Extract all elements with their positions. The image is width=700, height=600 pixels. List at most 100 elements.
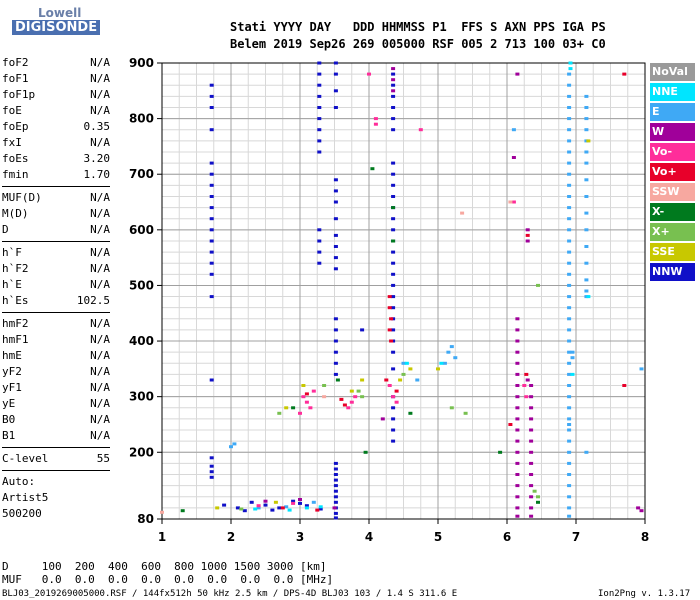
- echo-point-sse: [284, 406, 289, 410]
- echo-point-w: [525, 378, 530, 382]
- param-value: N/A: [90, 104, 110, 117]
- echo-point-e: [567, 195, 572, 198]
- echo-point-sse: [398, 378, 403, 382]
- param-row: h`E N/A: [2, 278, 110, 294]
- echo-point-nnw: [391, 83, 396, 87]
- echo-point-w: [529, 439, 534, 443]
- echo-point-w: [529, 461, 534, 465]
- echo-point-e: [567, 83, 572, 87]
- echo-point-nnw: [209, 228, 214, 232]
- legend-item-x-plus: X+: [650, 223, 695, 241]
- echo-point-nnw: [209, 464, 214, 468]
- echo-point-w: [332, 506, 337, 510]
- echo-point-vo: [256, 504, 261, 508]
- echo-point-e: [584, 278, 589, 282]
- param-row: foEp 0.35: [2, 120, 110, 136]
- echo-point-x: [391, 206, 396, 210]
- echo-point-vo: [622, 72, 627, 76]
- echo-point-nnw: [333, 489, 338, 493]
- echo-point-e: [567, 161, 572, 165]
- echo-point-w: [636, 506, 641, 510]
- echo-point-nnw: [333, 328, 338, 332]
- param-separator: [2, 312, 110, 313]
- echo-point-w: [391, 78, 396, 82]
- auto-line2: Artist5: [2, 491, 49, 504]
- echo-point-e: [442, 361, 447, 365]
- echo-point-nnw: [333, 256, 338, 260]
- echo-point-vo: [394, 389, 399, 393]
- echo-point-nnw: [360, 328, 365, 332]
- y-tick-label: 800: [129, 112, 154, 126]
- echo-point-nnw: [209, 206, 214, 210]
- echo-point-e: [584, 289, 589, 293]
- param-row: yE N/A: [2, 397, 110, 413]
- legend-item-x-minus: X-: [650, 203, 695, 221]
- y-tick-label: 80: [137, 512, 154, 526]
- echo-point-nnw: [333, 245, 338, 248]
- x-tick-label: 1: [158, 530, 166, 544]
- param-value: N/A: [90, 429, 110, 442]
- echo-point-e: [567, 372, 572, 376]
- legend-item-ssw: SSW: [650, 183, 695, 201]
- echo-point-vo: [301, 395, 306, 399]
- echo-point-vo: [511, 200, 516, 204]
- x-tick-label: 5: [434, 530, 442, 544]
- param-separator: [2, 447, 110, 448]
- echo-point-nne: [568, 67, 573, 71]
- version-label: Ion2Png v. 1.3.17: [598, 589, 691, 599]
- echo-point-nne: [568, 61, 573, 65]
- echo-point-e: [567, 250, 572, 254]
- echo-point-nnw: [209, 239, 214, 243]
- echo-point-nnw: [391, 250, 396, 254]
- digisonde-logo: Lowell DIGISONDE: [6, 4, 101, 44]
- echo-point-vo: [387, 295, 392, 299]
- x-tick-label: 7: [572, 530, 580, 544]
- echo-point-w: [515, 473, 520, 476]
- echo-point-e: [567, 139, 572, 143]
- echo-point-e: [639, 367, 644, 371]
- param-value: N/A: [90, 223, 110, 236]
- echo-point-nnw: [391, 417, 396, 421]
- legend-item-e: E: [650, 103, 695, 121]
- echo-point-nnw: [391, 367, 396, 371]
- param-row: hmE N/A: [2, 349, 110, 365]
- echo-point-e: [584, 117, 589, 121]
- echo-point-e: [567, 461, 572, 465]
- echo-point-nnw: [209, 272, 214, 276]
- param-value: N/A: [90, 136, 110, 149]
- echo-point-w: [515, 495, 520, 499]
- echo-point-e: [567, 384, 572, 387]
- param-value: N/A: [90, 278, 110, 291]
- echo-point-nnw: [317, 61, 322, 65]
- echo-point-w: [529, 395, 534, 399]
- echo-point-vo: [304, 400, 309, 404]
- echo-point-x: [335, 378, 340, 382]
- y-tick-label: 600: [129, 223, 154, 237]
- echo-point-e: [567, 228, 572, 232]
- echo-point-nnw: [391, 72, 396, 76]
- param-name: foE: [2, 104, 22, 117]
- param-value: N/A: [90, 72, 110, 85]
- echo-point-nnw: [317, 117, 322, 121]
- param-name: foF1p: [2, 88, 36, 101]
- echo-point-w: [529, 450, 534, 454]
- echo-point-nnw: [391, 183, 396, 187]
- echo-point-nne: [404, 361, 409, 365]
- distance-row: D 100 200 400 600 800 1000 1500 3000 [km…: [2, 560, 327, 573]
- echo-point-e: [567, 272, 572, 276]
- file-info: BLJ03_2019269005000.RSF / 144fx512h 50 k…: [2, 589, 458, 599]
- echo-point-vo: [389, 339, 394, 343]
- echo-point-x: [536, 495, 540, 499]
- param-name: M(D): [2, 207, 29, 220]
- param-row: hmF2 N/A: [2, 317, 110, 333]
- param-name: hmF2: [2, 317, 29, 330]
- param-row: foF2 N/A: [2, 56, 110, 72]
- echo-point-ssw: [508, 200, 513, 204]
- echo-point-vo: [387, 328, 392, 332]
- plot-frame: [161, 62, 646, 520]
- param-row: yF1 N/A: [2, 381, 110, 397]
- echo-point-vo: [389, 317, 394, 321]
- echo-point-e: [311, 500, 316, 504]
- legend-item-nnw: NNW: [650, 263, 695, 281]
- echo-point-vo: [373, 122, 378, 126]
